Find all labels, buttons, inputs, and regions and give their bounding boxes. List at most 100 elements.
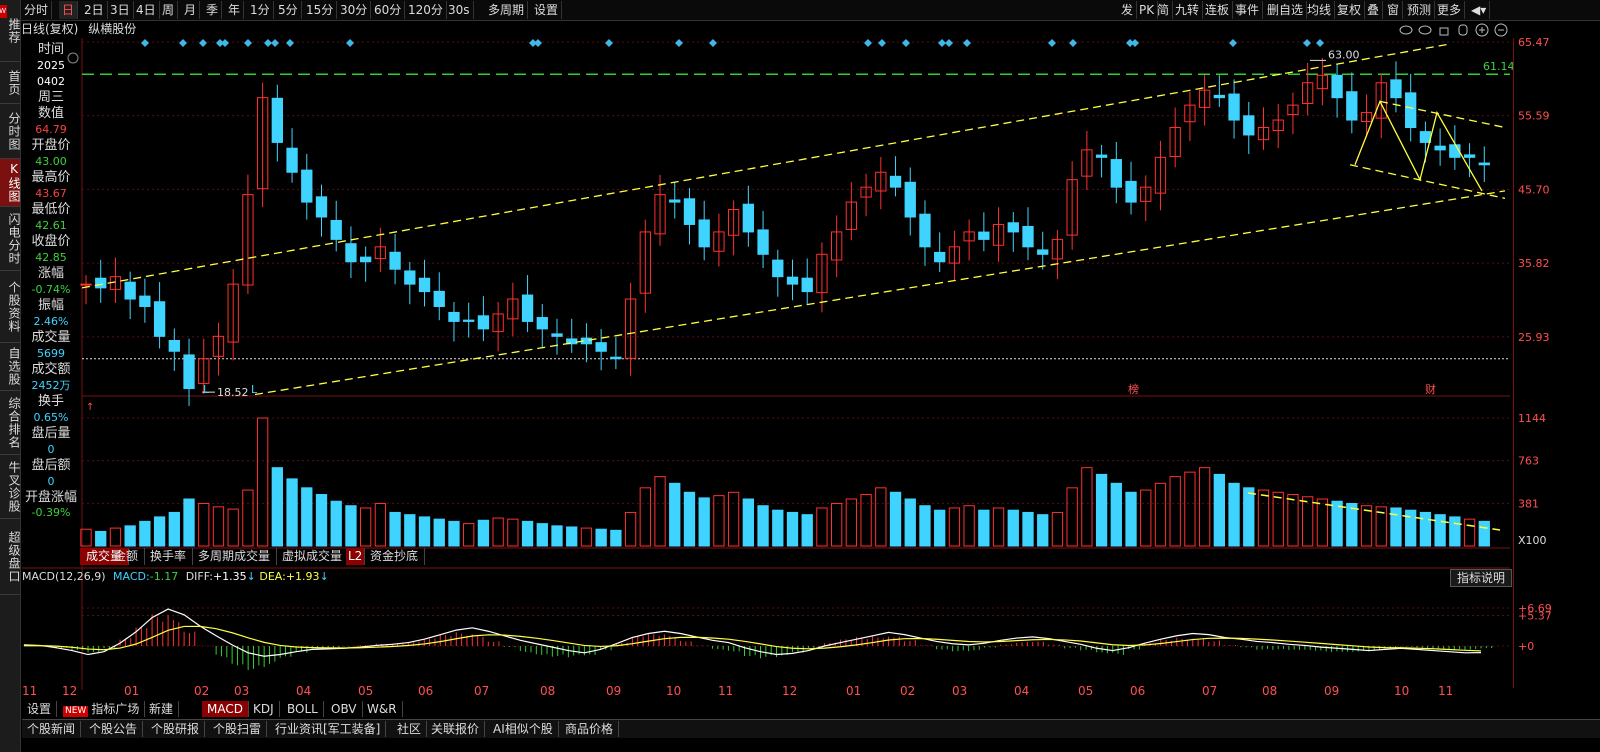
candle[interactable] <box>742 203 754 233</box>
candle[interactable] <box>1081 149 1093 177</box>
eye-icon[interactable] <box>1399 25 1413 35</box>
period-tab-13[interactable]: 60分 <box>371 1 406 19</box>
candle[interactable] <box>168 340 180 352</box>
toolbar-right-12[interactable]: 更多 <box>1434 1 1466 19</box>
volume-tab-1[interactable]: 金额 <box>108 548 146 565</box>
candle[interactable] <box>183 354 195 390</box>
candle[interactable] <box>1169 127 1181 158</box>
candle[interactable] <box>595 342 607 352</box>
event-diamond[interactable] <box>346 39 354 47</box>
candle[interactable] <box>934 251 946 263</box>
toolbar-right-11[interactable]: 预测 <box>1404 1 1436 19</box>
candle[interactable] <box>1125 180 1137 203</box>
indicator-help-button[interactable]: 指标说明 <box>1450 569 1512 587</box>
period-tab-14[interactable]: 120分 <box>405 1 447 19</box>
candle[interactable] <box>1184 104 1196 123</box>
toolbar-right-3[interactable]: 九转 <box>1172 1 1204 19</box>
candle[interactable] <box>448 311 460 322</box>
sidebar-item-0[interactable]: 推荐NEW <box>0 0 21 62</box>
candle[interactable] <box>845 201 858 230</box>
candle[interactable] <box>227 283 239 343</box>
candle[interactable] <box>978 231 990 240</box>
candle[interactable] <box>816 253 828 294</box>
event-diamond[interactable] <box>216 39 224 47</box>
period-tab-2[interactable]: 2日 <box>81 1 108 19</box>
candle[interactable] <box>124 281 136 300</box>
sidebar-item-1[interactable]: 首页 <box>0 62 21 104</box>
trend-line[interactable] <box>254 190 1506 396</box>
candle[interactable] <box>536 317 548 330</box>
candle[interactable] <box>492 313 504 333</box>
candle[interactable] <box>1360 112 1373 122</box>
toolbar-menu-icon[interactable]: ◀▾ <box>1468 1 1491 19</box>
candle[interactable] <box>860 186 872 198</box>
event-mark[interactable]: 榜 <box>1128 382 1139 396</box>
candle[interactable] <box>198 358 210 384</box>
candle[interactable] <box>610 356 622 360</box>
event-diamond[interactable] <box>902 39 910 47</box>
candle[interactable] <box>80 283 92 286</box>
sidebar-item-7[interactable]: 综合排名 <box>0 391 21 455</box>
hand-icon[interactable] <box>1458 24 1468 36</box>
candle[interactable] <box>948 246 961 264</box>
event-diamond[interactable] <box>1048 39 1056 47</box>
candle[interactable] <box>1463 154 1476 158</box>
candle[interactable] <box>374 246 387 260</box>
candle[interactable] <box>256 97 269 190</box>
indicator-tab-7[interactable]: W&R <box>362 701 403 717</box>
volume-tab-4[interactable]: 虚拟成交量 <box>276 548 350 565</box>
volume-tab-5[interactable]: L2 <box>346 548 366 565</box>
candle[interactable] <box>1331 74 1343 99</box>
candle[interactable] <box>242 194 254 286</box>
candle[interactable] <box>1405 92 1417 128</box>
toolbar-right-2[interactable]: 简 <box>1154 1 1174 19</box>
candle[interactable] <box>1140 186 1152 202</box>
trend-line[interactable] <box>81 43 1451 289</box>
news-tab-2[interactable]: 个股研报 <box>146 721 206 737</box>
lock-icon[interactable] <box>1439 27 1449 36</box>
event-diamond[interactable] <box>1131 39 1139 47</box>
candle[interactable] <box>669 199 681 203</box>
pattern-zigzag[interactable] <box>1354 99 1483 192</box>
candle[interactable] <box>389 251 401 270</box>
candle[interactable] <box>418 277 431 293</box>
candle[interactable] <box>654 194 666 235</box>
event-diamond[interactable] <box>286 39 294 47</box>
news-tab-6[interactable]: 关联报价 <box>426 721 486 737</box>
volume-tab-3[interactable]: 多周期成交量 <box>192 548 278 565</box>
indicator-tab-2[interactable]: 新建 <box>144 701 180 717</box>
toolbar-right-7[interactable]: 均线 <box>1304 1 1336 19</box>
event-diamond[interactable] <box>244 39 252 47</box>
candle[interactable] <box>345 243 357 263</box>
period-tab-1[interactable]: 日 <box>59 1 79 19</box>
period-tab-4[interactable]: 4日 <box>133 1 160 19</box>
news-tab-0[interactable]: 个股新闻 <box>22 721 82 737</box>
candle[interactable] <box>1243 115 1255 136</box>
event-diamond[interactable] <box>271 39 279 47</box>
signal-mark[interactable]: L <box>251 383 258 396</box>
event-diamond[interactable] <box>963 39 971 47</box>
settings-icon[interactable] <box>67 52 79 64</box>
candle[interactable] <box>1228 93 1240 121</box>
candle[interactable] <box>757 229 769 255</box>
toolbar-right-6[interactable]: 删自选 <box>1264 1 1308 19</box>
candle[interactable] <box>360 256 372 263</box>
event-diamond[interactable] <box>1316 39 1324 47</box>
event-diamond[interactable] <box>864 39 872 47</box>
event-diamond[interactable] <box>1229 39 1237 47</box>
candle[interactable] <box>433 290 445 307</box>
volume-trend-line[interactable] <box>1247 492 1501 531</box>
news-tab-3[interactable]: 个股扫雷 <box>208 721 268 737</box>
candle[interactable] <box>786 276 799 285</box>
candle[interactable] <box>139 295 151 307</box>
event-diamond[interactable] <box>199 39 207 47</box>
sidebar-item-2[interactable]: 分时图 <box>0 104 21 159</box>
candle[interactable] <box>831 231 843 261</box>
candle[interactable] <box>1302 82 1314 105</box>
period-tab-8[interactable]: 年 <box>225 1 245 19</box>
candle[interactable] <box>904 181 916 218</box>
candle[interactable] <box>404 270 416 285</box>
event-diamond[interactable] <box>221 39 229 47</box>
indicator-tab-1[interactable]: NEW 指标广场 <box>58 701 146 717</box>
signal-mark[interactable]: L <box>203 383 210 396</box>
